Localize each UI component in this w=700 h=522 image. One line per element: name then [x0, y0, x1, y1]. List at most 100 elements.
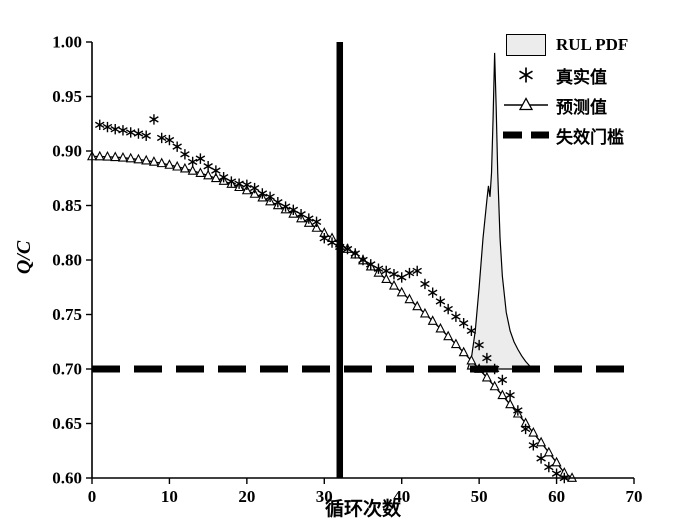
triangle-marker: [551, 456, 562, 467]
asterisk-marker: [156, 132, 167, 144]
asterisk-marker: [451, 311, 461, 322]
asterisk-marker: [520, 423, 531, 435]
asterisk-marker: [443, 303, 453, 315]
triangle-marker: [156, 157, 167, 168]
legend-item-failure-threshold: 失效门槛: [502, 122, 628, 148]
triangle-marker: [210, 172, 221, 183]
asterisk-marker: [203, 161, 213, 172]
asterisk-marker: [544, 461, 554, 473]
asterisk-marker: [551, 468, 562, 479]
asterisk-marker: [304, 213, 314, 224]
asterisk-marker: [536, 453, 546, 464]
triangle-marker: [435, 322, 446, 333]
asterisk-marker: [513, 405, 523, 416]
triangle-marker: [419, 307, 430, 318]
asterisk-marker: [234, 178, 244, 189]
asterisk-marker: [164, 134, 175, 146]
triangle-marker: [466, 354, 477, 365]
asterisk-marker: [218, 171, 229, 183]
triangle-marker: [141, 154, 152, 165]
triangle-marker: [381, 273, 392, 284]
triangle-marker: [404, 293, 415, 304]
legend-item-true-value: 真实值: [502, 62, 628, 88]
asterisk-marker: [365, 259, 376, 270]
asterisk-marker: [172, 141, 182, 152]
rul-pdf-swatch-icon: [502, 34, 550, 56]
x-tick-label: 20: [238, 487, 255, 506]
asterisk-marker: [296, 209, 306, 220]
legend-label-rul-pdf: RUL PDF: [556, 35, 629, 54]
y-tick-label: 0.95: [52, 87, 82, 106]
triangle-marker: [125, 152, 136, 163]
triangle-marker: [412, 300, 423, 311]
triangle-marker: [458, 346, 469, 357]
asterisk-marker: [358, 254, 368, 266]
asterisk-marker: [226, 176, 237, 187]
triangle-marker: [249, 188, 260, 198]
legend-label-predicted-value: 预测值: [556, 97, 607, 117]
asterisk-marker: [420, 278, 430, 290]
asterisk-marker: [404, 267, 415, 279]
asterisk-marker: [505, 389, 515, 401]
triangle-marker: [450, 338, 461, 349]
asterisk-marker: [94, 119, 105, 131]
asterisk-marker: [350, 248, 361, 259]
legend-label-failure-threshold: 失效门槛: [556, 127, 624, 147]
triangle-line-marker-icon: [502, 93, 550, 117]
x-tick-label: 0: [88, 487, 97, 506]
asterisk-marker: [288, 204, 299, 216]
asterisk-marker: [110, 124, 120, 135]
y-tick-label: 0.90: [52, 142, 82, 161]
rul-pdf-area: [466, 52, 535, 370]
y-tick-label: 0.85: [52, 196, 82, 215]
x-tick-label: 30: [316, 487, 333, 506]
y-axis-label: Q/C: [13, 240, 36, 275]
x-tick-label: 50: [471, 487, 488, 506]
asterisk-marker: [412, 265, 422, 277]
triangle-marker: [536, 436, 547, 447]
asterisk-marker: [141, 130, 151, 141]
triangle-marker: [133, 153, 144, 164]
legend: RUL PDF 真实值 预测值: [502, 32, 628, 148]
asterisk-marker: [273, 197, 283, 208]
asterisk-marker: [381, 265, 391, 277]
asterisk-marker: [458, 318, 469, 329]
y-tick-label: 0.70: [52, 360, 82, 379]
asterisk-marker: [249, 182, 260, 194]
asterisk-marker: [482, 352, 492, 364]
triangle-marker: [396, 286, 407, 297]
asterisk-marker: [102, 121, 113, 133]
triangle-marker: [148, 156, 159, 166]
asterisk-marker: [373, 263, 384, 274]
y-tick-label: 1.00: [52, 33, 82, 52]
asterisk-marker: [180, 149, 190, 160]
y-tick-label: 0.60: [52, 469, 82, 488]
triangle-marker: [172, 160, 183, 171]
x-axis-label: 循环次数: [324, 499, 401, 520]
y-tick-label: 0.75: [52, 305, 82, 324]
asterisk-marker: [265, 191, 275, 202]
asterisk-marker: [211, 165, 221, 176]
triangle-marker: [543, 446, 554, 457]
triangle-marker: [187, 165, 198, 175]
triangle-marker: [117, 151, 128, 162]
legend-label-true-value: 真实值: [556, 67, 607, 87]
triangle-marker: [102, 150, 113, 161]
asterisk-marker: [195, 153, 206, 164]
triangle-marker: [505, 398, 516, 409]
asterisk-marker: [497, 374, 508, 386]
triangle-marker: [489, 380, 500, 391]
asterisk-marker: [187, 156, 198, 168]
asterisk-marker: [280, 201, 291, 212]
y-tick-label: 0.80: [52, 251, 82, 270]
asterisk-marker: [427, 287, 438, 298]
asterisk-marker: [311, 216, 322, 228]
triangle-marker: [203, 169, 214, 180]
triangle-marker: [388, 279, 399, 290]
asterisk-marker: [474, 339, 484, 351]
asterisk-marker: [319, 233, 330, 244]
x-tick-label: 60: [548, 487, 565, 506]
asterisk-marker: [528, 440, 539, 451]
asterisk-marker: [242, 179, 252, 190]
